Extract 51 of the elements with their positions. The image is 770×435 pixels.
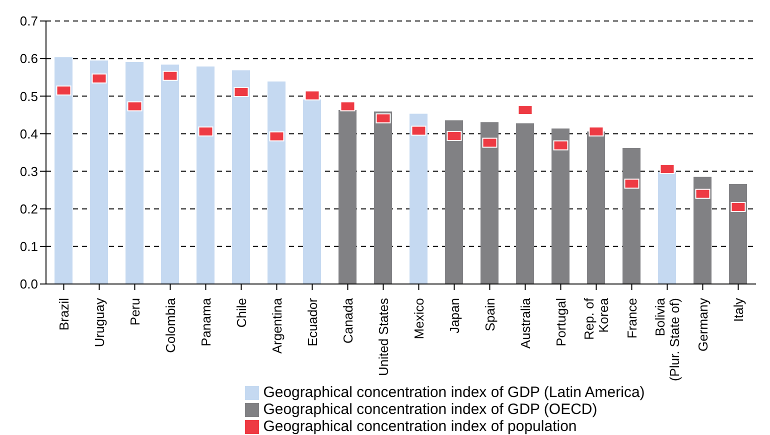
x-tick-label: Bolivia (Plur. State of) bbox=[652, 297, 682, 382]
x-tick-label: Uruguay bbox=[92, 298, 107, 348]
bar bbox=[552, 128, 570, 284]
x-tick-label: Canada bbox=[340, 297, 356, 344]
legend-label: Geographical concentration index of population bbox=[263, 418, 577, 435]
y-tick-label: 0.1 bbox=[20, 239, 38, 254]
x-tick-label: Brazil bbox=[56, 298, 72, 331]
x-tick-label: Mexico bbox=[411, 298, 426, 340]
x-tick-label: Peru bbox=[127, 298, 142, 326]
x-tick-label: Germany bbox=[695, 298, 710, 352]
y-tick-label: 0.3 bbox=[20, 164, 38, 179]
bar bbox=[374, 112, 392, 284]
bar bbox=[658, 172, 676, 284]
x-tick-label: Portugal bbox=[553, 298, 568, 346]
x-tick-label: Colombia bbox=[162, 297, 178, 353]
legend-label: Geographical concentration index of GDP (OECD) bbox=[263, 401, 598, 418]
bar bbox=[161, 64, 180, 284]
y-tick-label: 0.0 bbox=[20, 276, 38, 292]
y-tick-label: 0.2 bbox=[20, 201, 38, 216]
y-tick-label: 0.6 bbox=[20, 51, 38, 66]
x-tick-label: Argentina bbox=[269, 297, 284, 354]
bar bbox=[622, 148, 641, 284]
bar bbox=[410, 114, 428, 284]
bar bbox=[126, 62, 144, 284]
bar bbox=[445, 120, 464, 284]
bar bbox=[303, 100, 322, 284]
bar bbox=[196, 66, 215, 284]
legend-label: Geographical concentration index of GDP (Latin America) bbox=[263, 384, 645, 401]
bar bbox=[694, 176, 712, 284]
bar bbox=[90, 60, 108, 284]
x-tick-label: United States bbox=[376, 298, 391, 376]
bar bbox=[232, 70, 250, 284]
bar bbox=[480, 122, 499, 284]
bar bbox=[729, 184, 748, 284]
y-tick-label: 0.4 bbox=[20, 126, 38, 142]
y-tick-label: 0.7 bbox=[20, 14, 38, 29]
x-tick-label: Chile bbox=[234, 298, 249, 328]
x-tick-label: Rep. of Korea bbox=[582, 297, 611, 340]
bar bbox=[516, 123, 534, 284]
x-tick-label: Panama bbox=[198, 297, 214, 346]
x-tick-label: Japan bbox=[446, 298, 462, 334]
x-tick-label: France bbox=[624, 298, 640, 338]
x-tick-label: Ecuador bbox=[304, 297, 320, 346]
x-tick-label: Italy bbox=[730, 298, 746, 322]
x-tick-label: Spain bbox=[482, 298, 498, 332]
x-tick-label: Australia bbox=[518, 297, 533, 349]
bar bbox=[268, 81, 286, 284]
y-tick-label: 0.5 bbox=[20, 88, 38, 104]
bar bbox=[587, 131, 606, 284]
bar bbox=[54, 57, 73, 284]
bar bbox=[338, 110, 357, 284]
